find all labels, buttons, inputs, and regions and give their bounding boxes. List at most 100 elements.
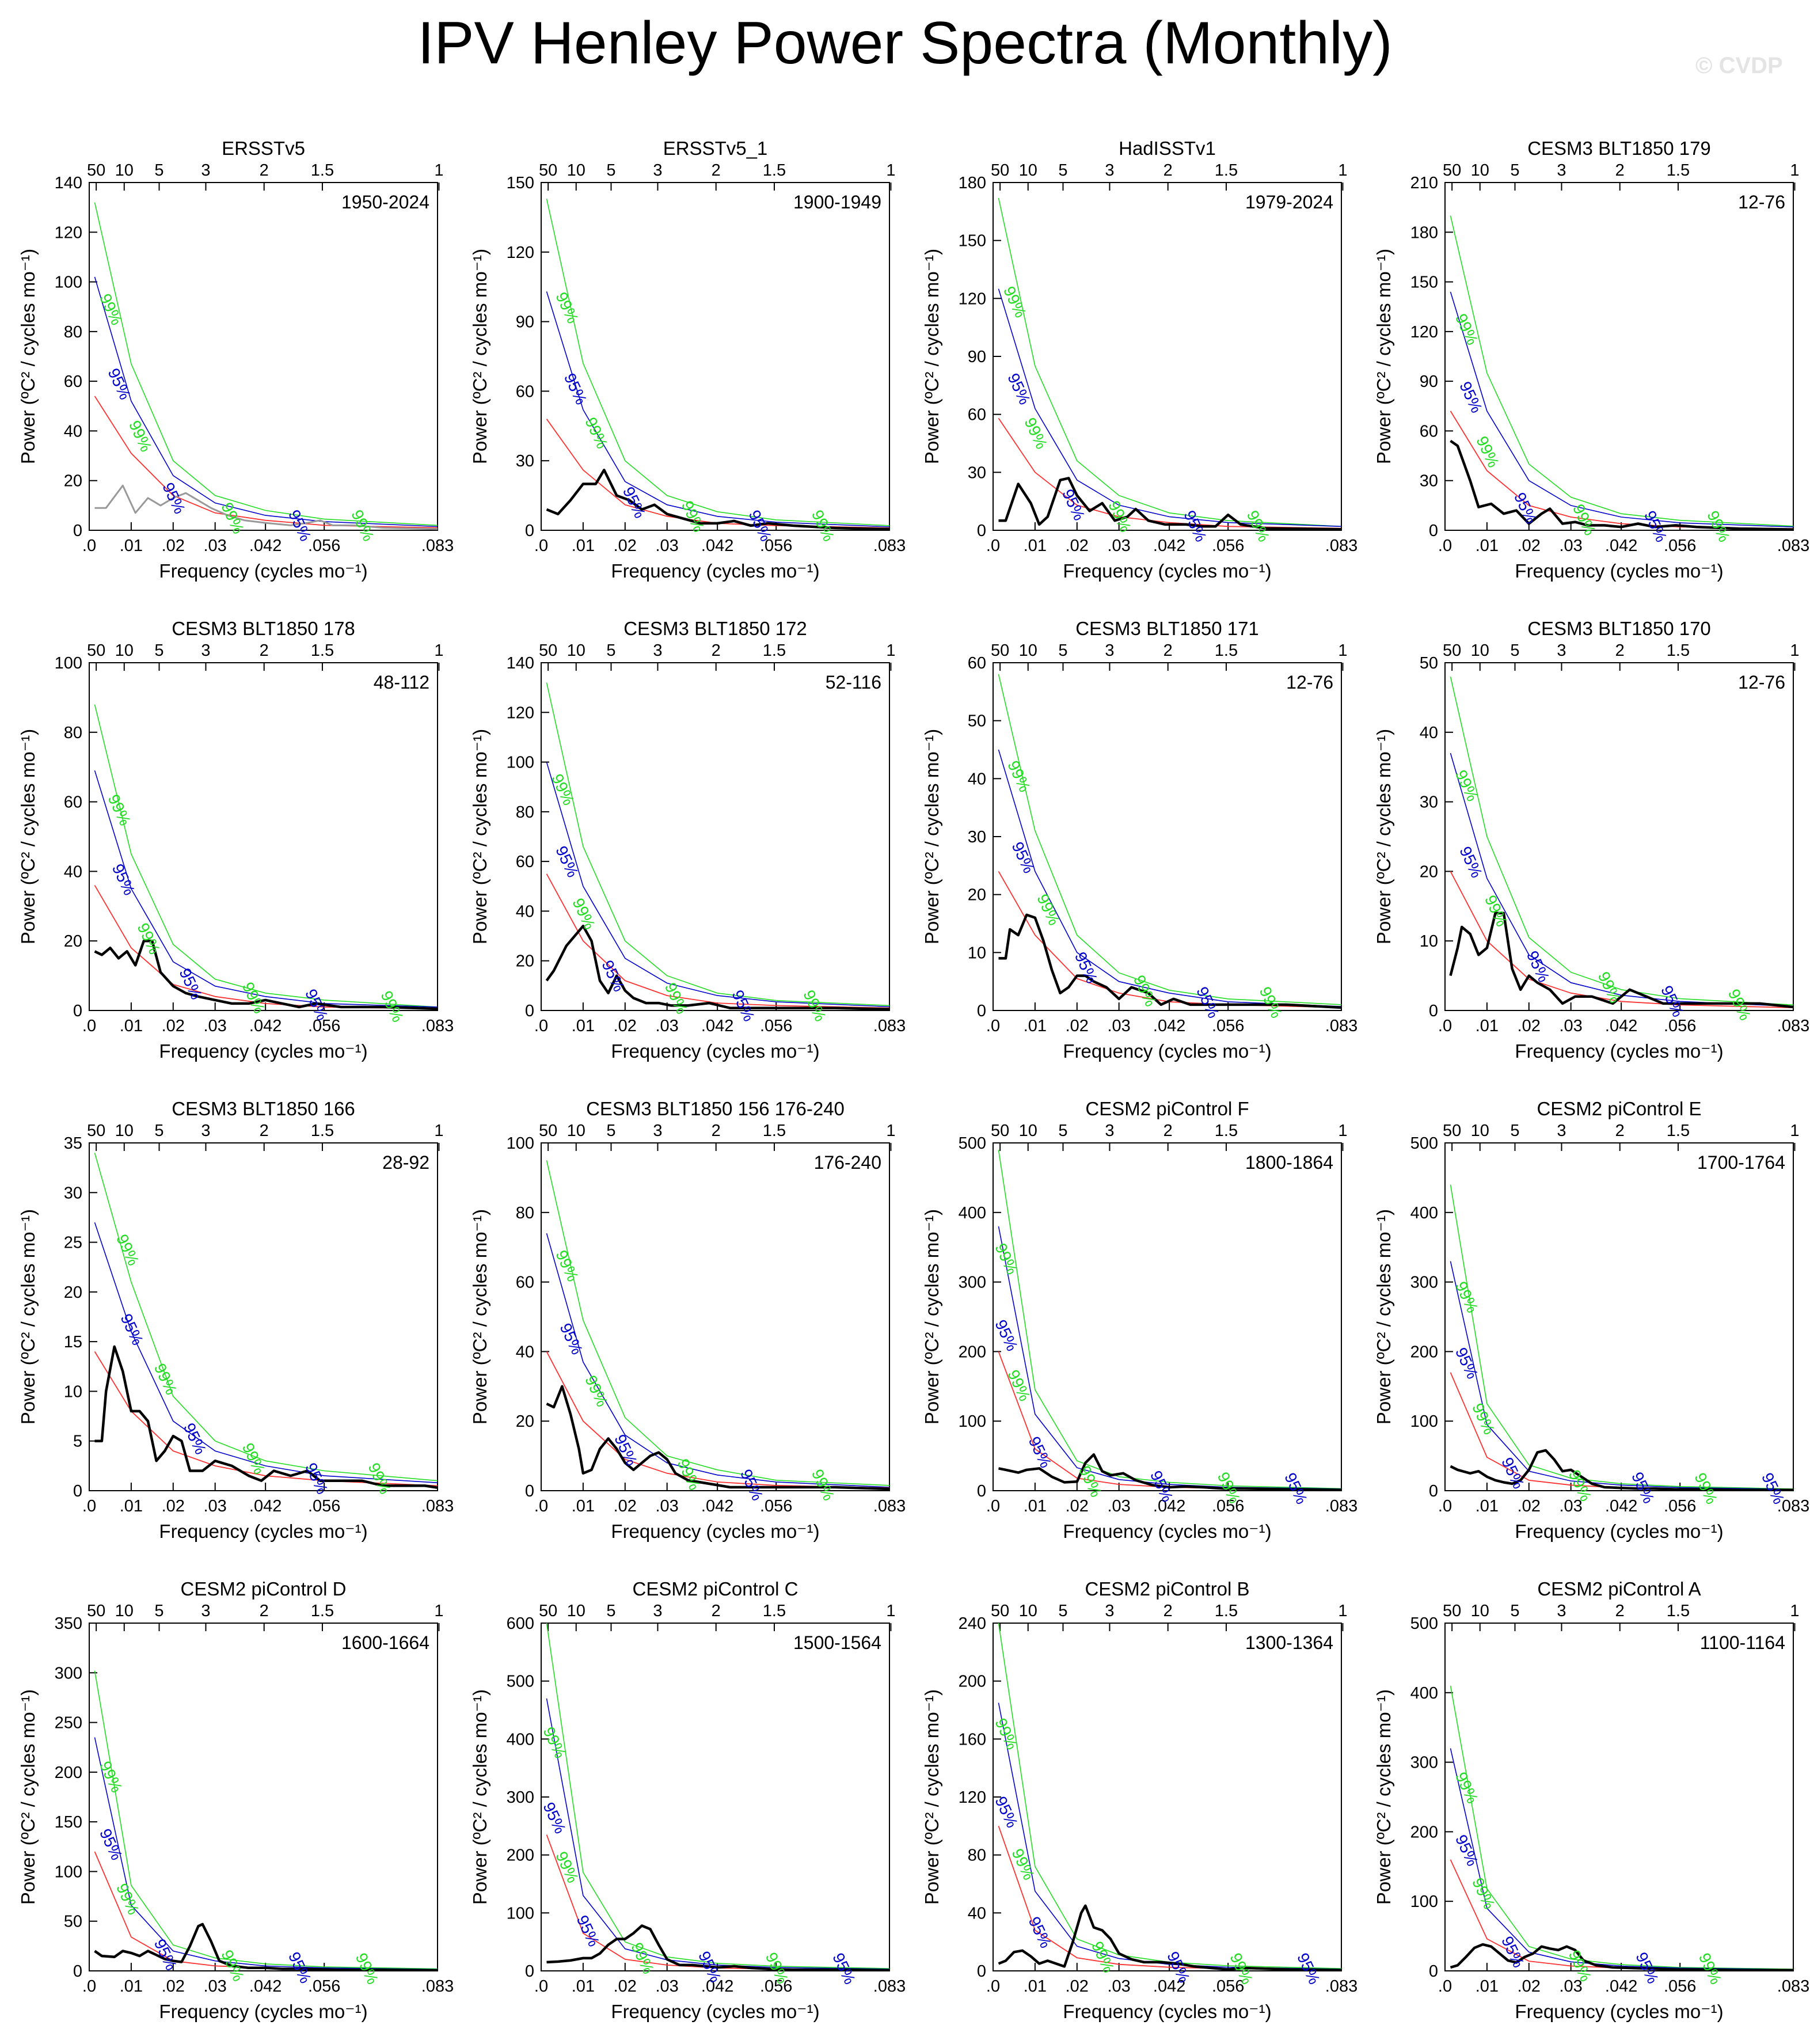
y-tick-label: 20 [516, 952, 534, 971]
y-axis-label: Power (ºC² / cycles mo⁻¹) [469, 1209, 490, 1424]
y-tick-label: 150 [55, 1813, 82, 1832]
x-tick-label: .01 [120, 1977, 143, 1996]
significance-label: 95% [1059, 487, 1089, 523]
significance-label: 95% [109, 861, 139, 898]
y-tick-label: 20 [968, 886, 986, 905]
y-axis-label: Power (ºC² / cycles mo⁻¹) [17, 729, 39, 944]
y-axis-label: Power (ºC² / cycles mo⁻¹) [1373, 1209, 1394, 1424]
power-spectrum-line [998, 1453, 1341, 1491]
confidence-99-curve [94, 1153, 438, 1481]
y-axis-label: Power (ºC² / cycles mo⁻¹) [17, 1209, 39, 1424]
top-tick-label: 50 [1443, 1122, 1461, 1140]
y-tick-label: 0 [1429, 1482, 1438, 1500]
x-tick-label: .01 [1476, 1497, 1499, 1515]
significance-label: 99% [151, 1361, 181, 1397]
top-tick-label: 5 [606, 161, 615, 180]
y-tick-label: 100 [507, 1904, 534, 1923]
x-tick-label: .03 [1108, 1017, 1131, 1035]
confidence-95-curve [94, 1737, 438, 1970]
top-tick-label: 50 [1443, 1602, 1461, 1620]
y-tick-label: 180 [959, 174, 986, 192]
top-tick-label: 5 [1058, 1602, 1067, 1620]
top-tick-label: 1 [434, 1602, 443, 1620]
x-tick-label: .03 [204, 1977, 227, 1996]
red-noise-curve [1450, 1372, 1793, 1491]
red-noise-curve [546, 873, 889, 1009]
y-tick-label: 40 [516, 1343, 534, 1361]
top-tick-label: 1 [1338, 1122, 1347, 1140]
x-tick-label: .01 [1024, 1977, 1047, 1996]
panel-title: CESM2 piControl D [181, 1578, 347, 1600]
x-tick-label: .02 [1066, 537, 1089, 555]
top-tick-label: 2 [1615, 161, 1625, 180]
y-tick-label: 25 [64, 1234, 82, 1252]
top-tick-label: 1.5 [1215, 641, 1238, 660]
y-tick-label: 500 [507, 1673, 534, 1691]
y-tick-label: 300 [959, 1274, 986, 1292]
x-tick-label: .01 [120, 1497, 143, 1515]
power-spectrum-line [94, 939, 438, 1010]
x-tick-label: .056 [1664, 537, 1696, 555]
y-tick-label: 80 [516, 1204, 534, 1222]
x-tick-label: .0 [1438, 537, 1452, 555]
x-tick-label: .02 [1518, 537, 1541, 555]
top-tick-label: 1 [434, 161, 443, 180]
period-label: 1900-1949 [793, 192, 881, 212]
plot-frame [541, 662, 890, 1011]
y-axis-label: Power (ºC² / cycles mo⁻¹) [17, 249, 39, 464]
confidence-95-curve [94, 276, 438, 527]
x-axis-label: Frequency (cycles mo⁻¹) [159, 2001, 367, 2022]
top-tick-label: 1 [1338, 1602, 1347, 1620]
top-tick-label: 2 [260, 1602, 269, 1620]
top-tick-label: 5 [606, 1122, 615, 1140]
x-tick-label: .042 [249, 1977, 282, 1996]
significance-label: 99% [1452, 1279, 1482, 1316]
period-label: 12-76 [1738, 192, 1785, 212]
x-tick-label: .0 [534, 1497, 548, 1515]
top-tick-label: 5 [606, 641, 615, 660]
top-tick-label: 50 [991, 1602, 1009, 1620]
y-tick-label: 30 [968, 828, 986, 846]
top-tick-label: 50 [991, 641, 1009, 660]
top-tick-label: 3 [1105, 1122, 1114, 1140]
y-tick-label: 60 [64, 793, 82, 812]
significance-label: 99% [1469, 1875, 1499, 1912]
x-tick-label: .056 [760, 1017, 792, 1035]
x-tick-label: .083 [421, 1497, 454, 1515]
top-tick-label: 1 [1790, 641, 1799, 660]
y-tick-label: 40 [64, 422, 82, 440]
x-axis-label: Frequency (cycles mo⁻¹) [1063, 1040, 1271, 1062]
panel-title: CESM3 BLT1850 156 176-240 [586, 1098, 845, 1119]
panel-title: ERSSTv5_1 [663, 138, 768, 159]
power-spectrum-line [545, 925, 889, 1010]
top-tick-label: 1 [886, 161, 895, 180]
x-tick-label: .0 [986, 537, 1000, 555]
top-tick-label: 5 [1510, 641, 1519, 660]
panel-title: CESM2 piControl F [1085, 1098, 1249, 1119]
top-tick-label: 5 [154, 641, 163, 660]
y-tick-label: 400 [959, 1204, 986, 1222]
x-tick-label: .01 [572, 537, 595, 555]
x-tick-label: .056 [760, 537, 792, 555]
y-tick-label: 30 [64, 1184, 82, 1202]
x-axis-label: Frequency (cycles mo⁻¹) [1515, 560, 1723, 582]
top-tick-label: 1.5 [763, 1122, 786, 1140]
y-tick-label: 400 [507, 1730, 534, 1749]
top-tick-label: 1.5 [311, 641, 334, 660]
x-tick-label: .056 [1664, 1017, 1696, 1035]
period-label: 176-240 [814, 1152, 881, 1173]
significance-label: 99% [552, 1849, 582, 1886]
x-tick-label: .0 [82, 1977, 96, 1996]
x-axis-label: Frequency (cycles mo⁻¹) [159, 1040, 367, 1062]
top-tick-label: 50 [991, 1122, 1009, 1140]
y-tick-label: 0 [73, 522, 82, 540]
significance-label: 99% [552, 1247, 582, 1284]
plot-frame [993, 1623, 1342, 1971]
y-tick-label: 250 [55, 1714, 82, 1733]
top-tick-label: 50 [539, 641, 557, 660]
x-axis-label: Frequency (cycles mo⁻¹) [611, 2001, 819, 2022]
y-tick-label: 140 [55, 174, 82, 192]
red-noise-curve [94, 396, 438, 529]
y-tick-label: 210 [1410, 174, 1438, 192]
y-tick-label: 0 [1429, 1002, 1438, 1020]
